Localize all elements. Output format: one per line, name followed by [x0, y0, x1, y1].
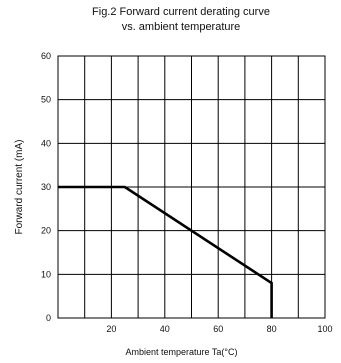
series-group — [58, 185, 273, 318]
y-tick-label: 50 — [41, 95, 51, 105]
x-tick-label: 100 — [317, 324, 332, 334]
y-tick-label: 40 — [41, 138, 51, 148]
y-tick-label: 30 — [41, 182, 51, 192]
x-tick-label: 80 — [267, 324, 277, 334]
derating-line — [58, 185, 273, 318]
x-tick-label: 20 — [106, 324, 116, 334]
y-tick-label: 60 — [41, 51, 51, 61]
y-axis-label: Forward current (mA) — [14, 139, 25, 234]
y-tick-label: 0 — [46, 313, 51, 323]
chart-title-line1: Fig.2 Forward current derating curve — [92, 6, 270, 18]
y-tick-labels: 0 10 20 30 40 50 60 — [41, 51, 51, 323]
x-tick-label: 40 — [160, 324, 170, 334]
x-axis-label: Ambient temperature Ta(°C) — [126, 347, 238, 357]
chart-title-line2: vs. ambient temperature — [122, 21, 241, 33]
x-tick-label: 60 — [213, 324, 223, 334]
x-tick-labels: 20 40 60 80 100 — [106, 324, 332, 334]
y-tick-label: 10 — [41, 269, 51, 279]
y-tick-label: 20 — [41, 226, 51, 236]
